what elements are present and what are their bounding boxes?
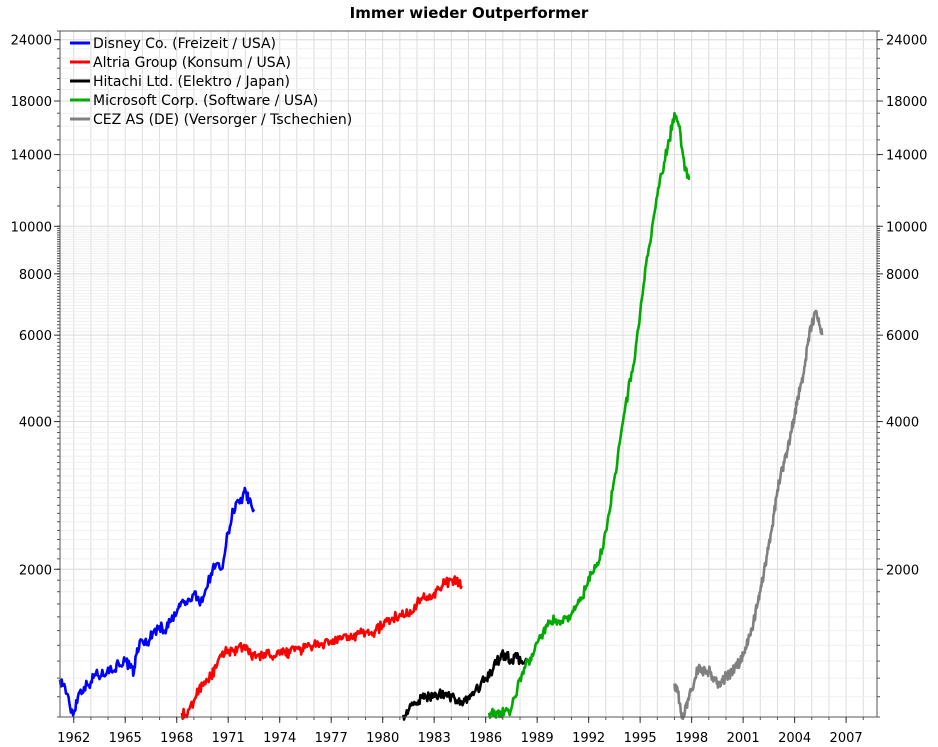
y-tick-label-left: 2000: [19, 563, 52, 578]
left-y-axis: 2000 4000 6000 8000 10000 14000 18000 24000: [11, 30, 60, 718]
x-tick-label: 1992: [572, 731, 605, 746]
grid: [60, 30, 877, 718]
x-tick-label: 1980: [366, 731, 399, 746]
y-tick-label-left: 14000: [11, 149, 52, 164]
legend-label: Altria Group (Konsum / USA): [93, 55, 291, 71]
x-tick-label: 1989: [521, 731, 554, 746]
x-tick-label: 1986: [469, 731, 502, 746]
y-tick-label-right: 10000: [886, 220, 927, 235]
y-tick-label-left: 10000: [11, 220, 52, 235]
x-tick-label: 2004: [778, 731, 811, 746]
y-tick-label-right: 24000: [886, 34, 927, 49]
x-tick-label: 1977: [315, 731, 348, 746]
legend-label: Disney Co. (Freizeit / USA): [93, 36, 276, 52]
x-tick-label: 1998: [675, 731, 708, 746]
legend-label: Microsoft Corp. (Software / USA): [93, 93, 318, 109]
series-line: [58, 486, 256, 717]
right-y-axis: 2000 4000 6000 8000 10000 14000 18000 24000: [877, 30, 927, 718]
x-tick-label: 1968: [160, 731, 193, 746]
legend-label: CEZ AS (DE) (Versorger / Tschechien): [93, 112, 352, 128]
y-tick-label-left: 6000: [19, 329, 52, 344]
x-tick-label: 1971: [212, 731, 245, 746]
y-tick-label-left: 8000: [19, 268, 52, 283]
y-tick-label-right: 4000: [886, 416, 919, 431]
x-tick-label: 1995: [624, 731, 657, 746]
x-tick-label: 2007: [830, 731, 863, 746]
x-tick-label: 1974: [263, 731, 296, 746]
y-tick-label-right: 8000: [886, 268, 919, 283]
x-tick-label: 1983: [418, 731, 451, 746]
y-tick-label-right: 18000: [886, 95, 927, 110]
series-line: [673, 309, 824, 721]
chart-title: Immer wieder Outperformer: [350, 4, 589, 22]
x-tick-label: 2001: [727, 731, 760, 746]
y-tick-label-left: 18000: [11, 95, 52, 110]
x-tick-label: 1965: [109, 731, 142, 746]
series-line: [402, 649, 529, 721]
series-line: [487, 111, 691, 719]
y-tick-label-right: 6000: [886, 329, 919, 344]
y-tick-label-left: 24000: [11, 34, 52, 49]
legend-label: Hitachi Ltd. (Elektro / Japan): [93, 74, 290, 90]
y-tick-label-left: 4000: [19, 416, 52, 431]
x-tick-label: 1962: [57, 731, 90, 746]
y-tick-label-right: 2000: [886, 563, 919, 578]
series-lines: [58, 111, 824, 721]
x-axis: 1962 1965 1968 1971 1974 1977 1980 1983 1986 1989…: [57, 717, 864, 746]
y-tick-label-right: 14000: [886, 149, 927, 164]
series-line: [180, 575, 463, 721]
legend: Disney Co. (Freizeit / USA) Altria Group …: [70, 36, 352, 128]
